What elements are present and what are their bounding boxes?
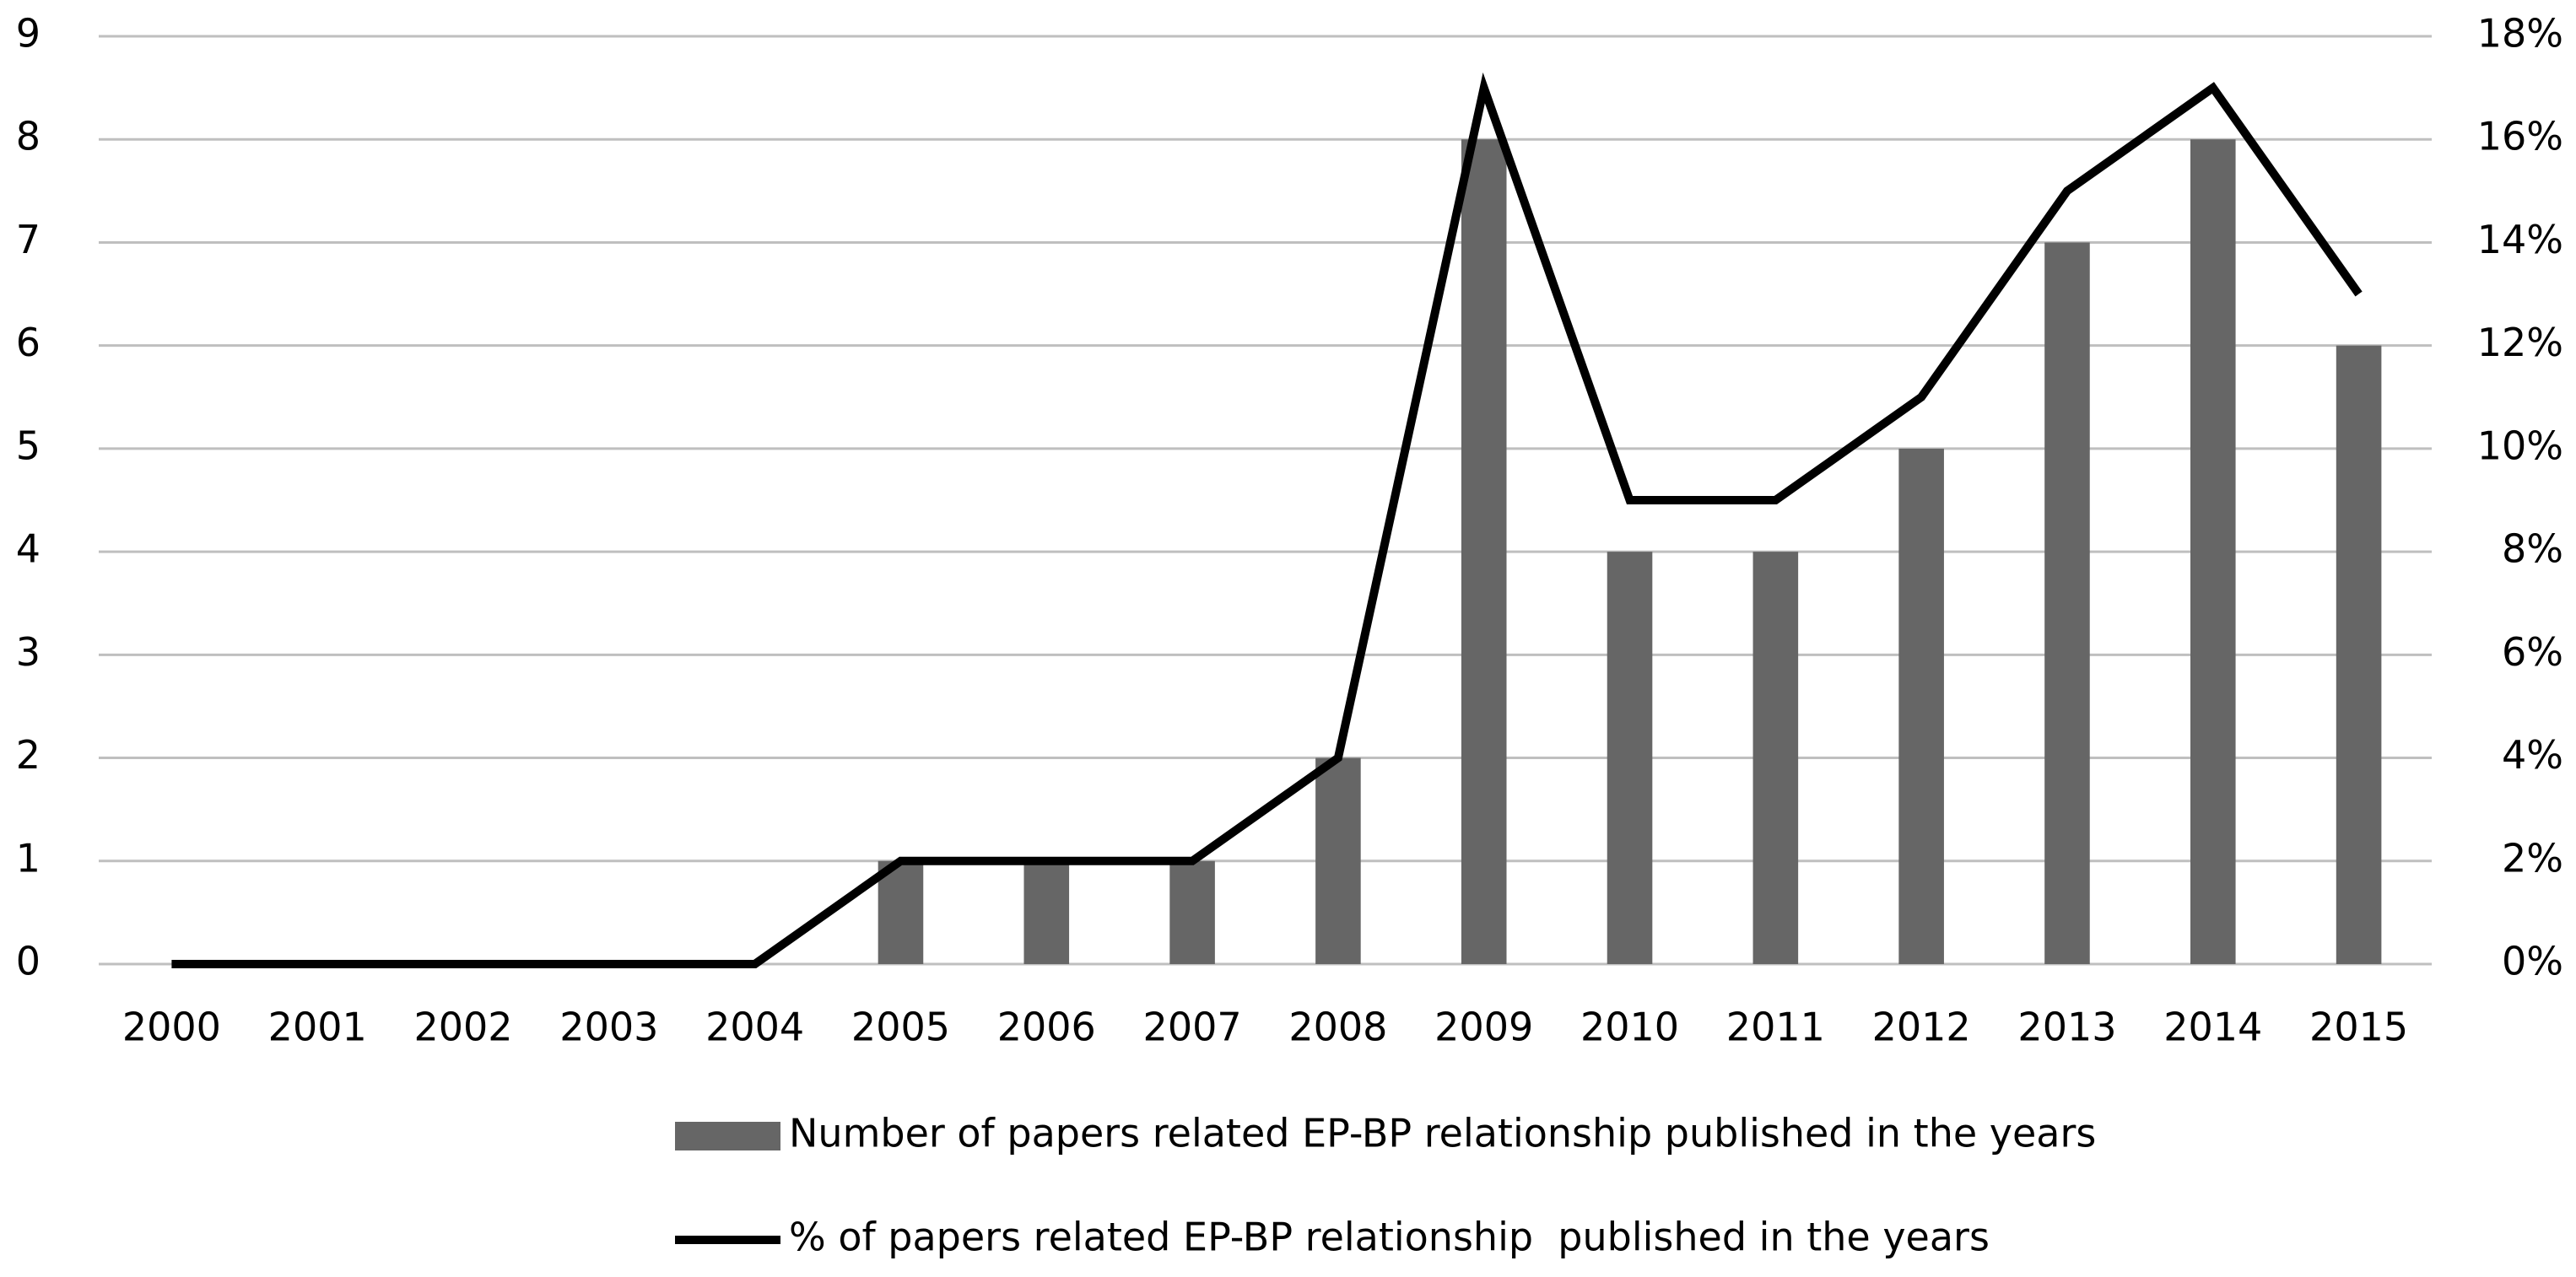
bar [1023,860,1070,964]
y-tick-label: 7 [16,217,41,262]
x-tick-label: 2014 [2163,1005,2262,1050]
y-tick-label: 1 [16,835,41,881]
bar [2044,242,2090,964]
bar [1752,552,1799,964]
x-tick-label: 2002 [413,1005,512,1050]
bar [1898,448,1944,964]
y-tick-label: 4 [16,526,41,572]
bar [1315,757,1361,964]
bar [1169,860,1215,964]
y2-tick-label: 6% [2502,629,2563,675]
y-tick-label: 8 [16,114,41,159]
y2-tick-label: 14% [2477,217,2563,262]
y-tick-label: 5 [16,423,41,468]
x-tick-label: 2005 [851,1005,950,1050]
x-tick-label: 2001 [268,1005,367,1050]
bar [2190,139,2236,964]
legend-label: % of papers related EP-BP relationship p… [789,1215,1990,1260]
x-tick-label: 2007 [1143,1005,1242,1050]
x-tick-label: 2015 [2309,1005,2408,1050]
x-tick-label: 2009 [1434,1005,1533,1050]
x-tick-label: 2008 [1288,1005,1387,1050]
bar [878,860,924,964]
legend-label: Number of papers related EP-BP relations… [789,1111,2096,1156]
x-tick-label: 2003 [559,1005,658,1050]
y-tick-label: 6 [16,320,41,365]
y-tick-label: 3 [16,629,41,675]
y-tick-label: 9 [16,11,41,57]
x-tick-label: 2012 [1872,1005,1971,1050]
y2-tick-label: 4% [2502,732,2563,778]
x-tick-label: 2004 [705,1005,804,1050]
y2-tick-label: 0% [2502,939,2563,984]
x-tick-label: 2000 [122,1005,221,1050]
y2-tick-label: 2% [2502,835,2563,881]
bar [1607,552,1653,964]
y2-tick-label: 18% [2477,11,2563,57]
bar [2336,345,2382,965]
line [171,72,2363,968]
y-tick-label: 0 [16,939,41,984]
x-tick-label: 2006 [997,1005,1096,1050]
x-tick-label: 2010 [1580,1005,1679,1050]
bar [1461,139,1507,964]
y2-tick-label: 16% [2477,114,2563,159]
x-tick-label: 2011 [1726,1005,1825,1050]
y2-tick-label: 8% [2502,526,2563,572]
y2-tick-label: 10% [2477,423,2563,468]
legend-swatch [675,1122,780,1150]
y2-tick-label: 12% [2477,320,2563,365]
x-tick-label: 2013 [2017,1005,2116,1050]
y-tick-label: 2 [16,732,41,778]
